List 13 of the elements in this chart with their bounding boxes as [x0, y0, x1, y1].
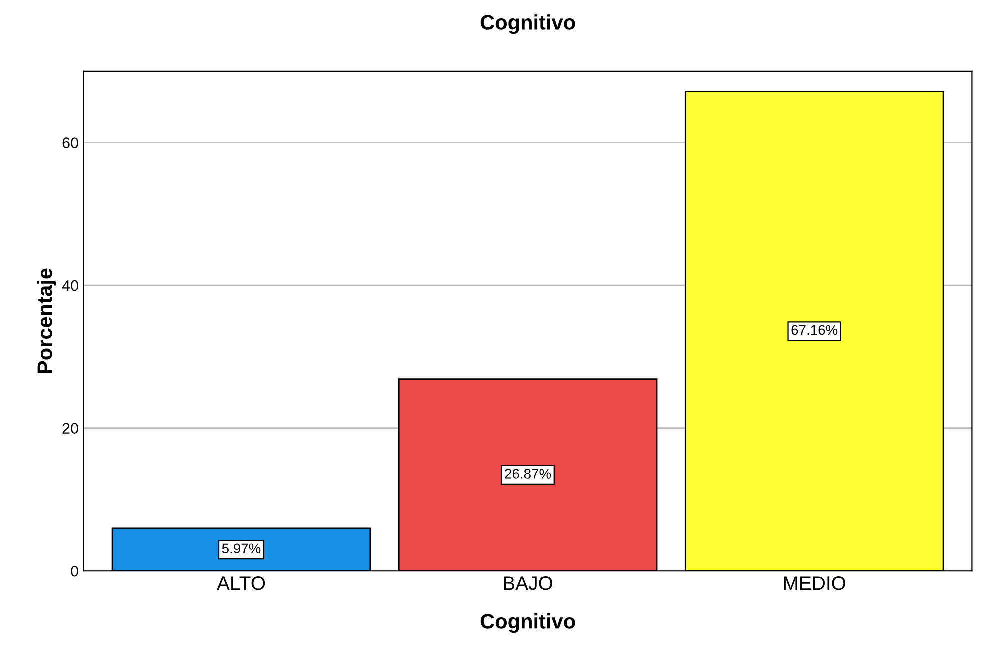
data-label: 5.97%	[222, 544, 261, 554]
y-tick-label: 20	[62, 423, 78, 434]
x-tick-label: ALTO	[217, 576, 266, 590]
chart-title: Cognitivo	[480, 14, 576, 34]
x-axis-title: Cognitivo	[480, 614, 576, 634]
x-tick-label: BAJO	[504, 576, 553, 590]
x-tick-label: MEDIO	[784, 576, 846, 590]
y-tick-label: 40	[62, 280, 78, 292]
y-tick-label: 60	[62, 138, 78, 148]
data-label: 26.87%	[505, 469, 552, 479]
data-label: 67.16%	[792, 325, 838, 336]
y-tick-label: 0	[71, 566, 78, 577]
y-axis-title: Porcentaje	[37, 268, 56, 374]
